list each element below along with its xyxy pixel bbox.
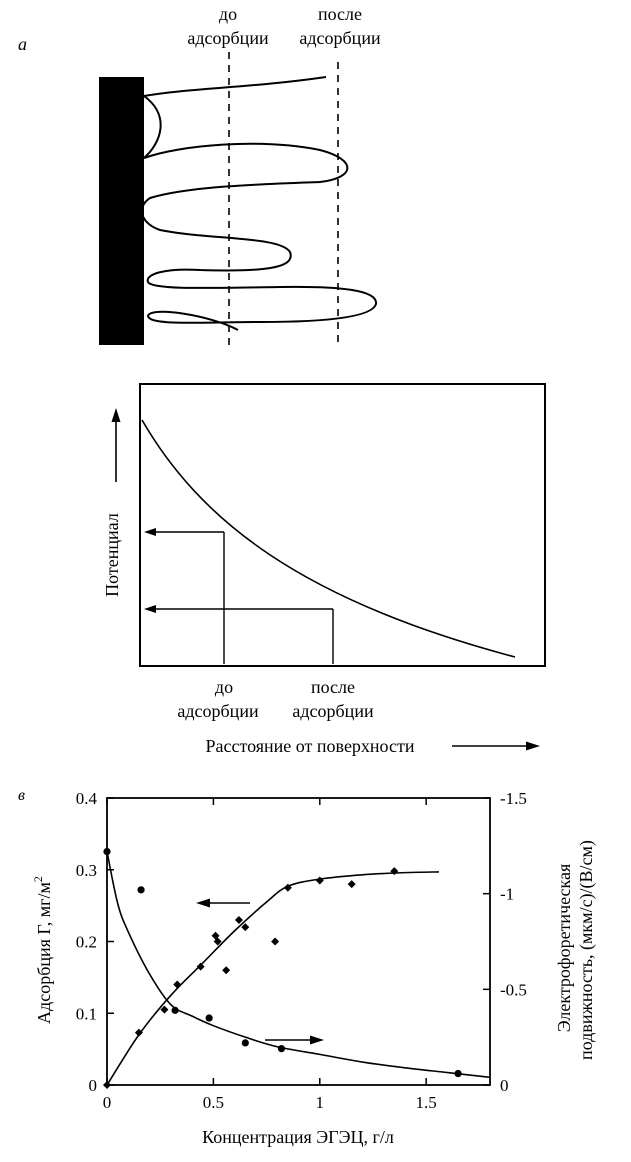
x-tick-label: 0.5 xyxy=(203,1093,224,1112)
distance-axis-label: Расстояние от поверхности xyxy=(205,736,414,756)
panel-a-before-label-line1: до xyxy=(219,4,237,24)
before-adsorption-level-arrowhead xyxy=(144,528,156,536)
adsorption-point xyxy=(241,923,250,932)
mobility-point xyxy=(277,1045,286,1053)
adsorption-point xyxy=(283,883,292,892)
adsorption-point xyxy=(196,962,205,971)
panel-b-after-label-line1: после xyxy=(311,677,355,697)
potential-decay-curve xyxy=(141,419,516,658)
concentration-axis-label: Концентрация ЭГЭЦ, г/л xyxy=(202,1127,394,1147)
after-adsorption-level-arrowhead xyxy=(144,605,156,613)
left-y-tick-label: 0.1 xyxy=(76,1004,97,1023)
fit-curves xyxy=(106,851,491,1086)
adsorption-point xyxy=(222,966,231,975)
adsorption-point xyxy=(234,915,243,924)
x-tick-label: 0 xyxy=(103,1093,112,1112)
mobility-point xyxy=(241,1039,249,1047)
x-tick-label: 1.5 xyxy=(416,1093,437,1112)
mobility-point xyxy=(205,1014,213,1022)
panel-b-before-label-line2: адсорбции xyxy=(177,701,259,721)
adsorption-point xyxy=(213,937,222,946)
potential-axis-label: Потенциал xyxy=(102,513,122,597)
adsorption-point xyxy=(390,867,399,876)
solid-surface xyxy=(99,77,144,345)
panel-a-after-label-line2: адсорбции xyxy=(299,28,381,48)
mobility-point xyxy=(137,886,145,894)
panel-b-after-label-line2: адсорбции xyxy=(292,701,374,721)
distance-axis-arrow-head xyxy=(526,741,540,751)
adsorption-point xyxy=(173,980,182,989)
mobility-point xyxy=(171,1006,179,1014)
right-y-tick-label: -1.5 xyxy=(500,789,527,808)
panel-a: а до адсорбции после адсорбции xyxy=(18,4,381,346)
right-axis-pointer-arrowhead xyxy=(310,1035,324,1045)
panel-c-letter: в xyxy=(18,787,25,804)
adsorption-point xyxy=(134,1028,143,1037)
mobility-point xyxy=(454,1069,462,1078)
potential-axis-arrow-head xyxy=(111,408,121,422)
left-axis-label-superscript: 2 xyxy=(31,876,45,882)
right-axis-label-line2: подвижность, (мкм/с)/(В/см) xyxy=(576,840,597,1060)
adsorbed-polymer-chain xyxy=(140,76,377,331)
potential-plot-frame xyxy=(139,383,546,667)
panel-a-before-label-line2: адсорбции xyxy=(187,28,269,48)
panel-a-after-label-line1: после xyxy=(318,4,362,24)
panel-b: Потенциал до адсорбции после адсорбции Р… xyxy=(102,383,546,756)
left-axis-label: Адсорбция Г, мг/м2 xyxy=(31,876,54,1024)
panel-c: в 0 0.5 1 1.5 0 0.1 0.2 0.3 0.4 0 -0.5 -1 -1.5 Адсор… xyxy=(18,787,597,1147)
left-axis-pointer-arrowhead xyxy=(196,898,210,908)
left-y-tick-label: 0 xyxy=(89,1076,98,1095)
right-y-tick-label: -0.5 xyxy=(500,980,527,999)
adsorption-point xyxy=(103,1081,111,1089)
adsorption-point xyxy=(347,880,356,889)
left-y-tick-label: 0.2 xyxy=(76,933,97,952)
data-points xyxy=(103,847,462,1089)
adsorption-point xyxy=(315,876,324,885)
axis-ticks: 0 0.5 1 1.5 0 0.1 0.2 0.3 0.4 0 -0.5 -1 -1.5 xyxy=(76,789,527,1112)
panel-a-letter: а xyxy=(18,34,27,54)
adsorption-point xyxy=(271,937,280,946)
left-y-tick-label: 0.3 xyxy=(76,861,97,880)
mobility-fit-curve xyxy=(106,851,491,1079)
adsorption-point xyxy=(160,1005,169,1014)
x-tick-label: 1 xyxy=(316,1093,325,1112)
right-axis-label-line1: Электрофоретическая xyxy=(554,864,574,1033)
adsorption-plot-frame xyxy=(106,797,491,1086)
right-y-tick-label: 0 xyxy=(500,1076,509,1095)
adsorption-fit-curve xyxy=(106,871,439,1086)
panel-b-before-label-line1: до xyxy=(215,677,233,697)
mobility-point xyxy=(103,847,111,856)
right-y-tick-label: -1 xyxy=(500,885,514,904)
left-y-tick-label: 0.4 xyxy=(76,789,98,808)
left-axis-label-text: Адсорбция Г, мг/м xyxy=(34,882,54,1024)
